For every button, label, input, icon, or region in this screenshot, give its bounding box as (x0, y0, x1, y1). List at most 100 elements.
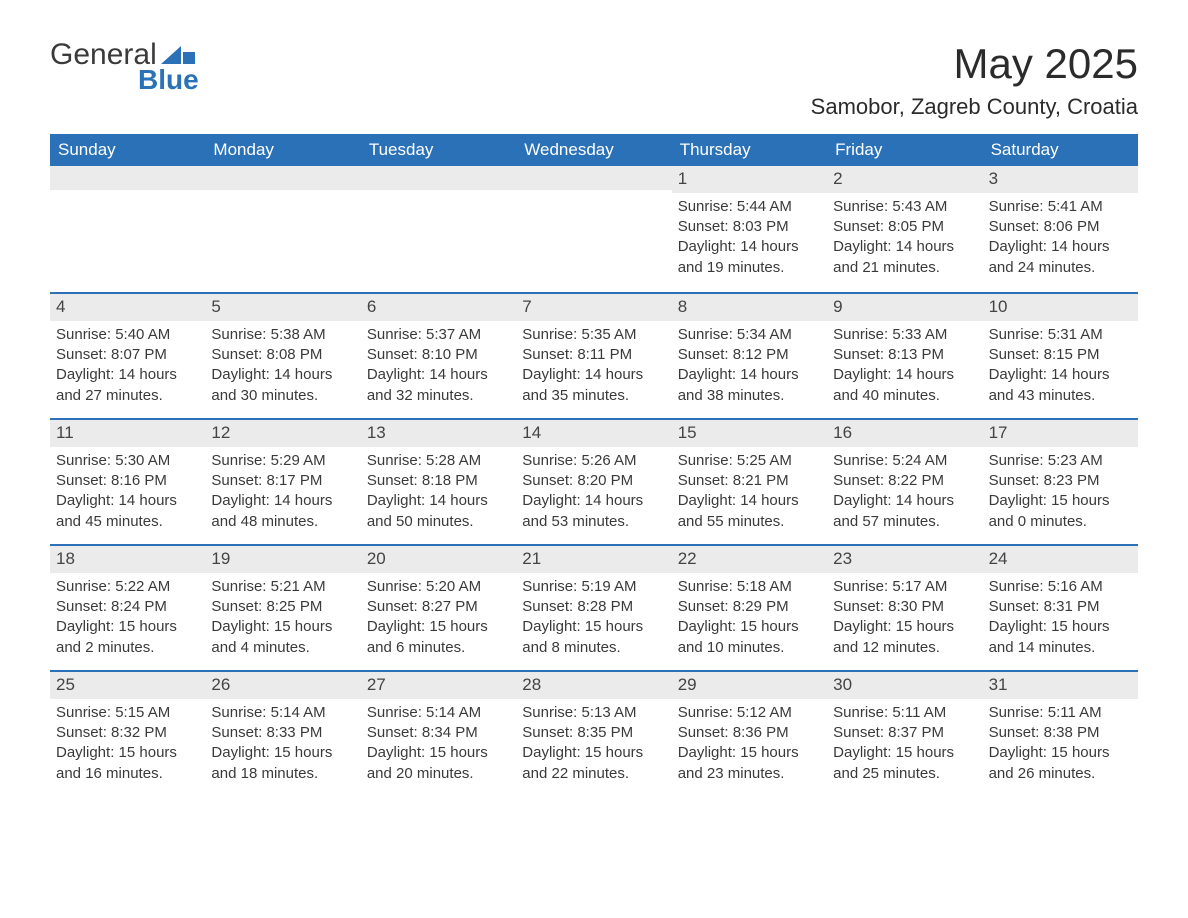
day-cell (50, 166, 205, 292)
daylight-line1: Daylight: 14 hours (56, 365, 199, 385)
day-body: Sunrise: 5:26 AMSunset: 8:20 PMDaylight:… (516, 447, 671, 542)
day-cell: 23Sunrise: 5:17 AMSunset: 8:30 PMDayligh… (827, 546, 982, 670)
sunset-text: Sunset: 8:07 PM (56, 345, 199, 365)
day-number: 12 (205, 420, 360, 447)
day-number: 29 (672, 672, 827, 699)
sunset-text: Sunset: 8:32 PM (56, 723, 199, 743)
day-number: 25 (50, 672, 205, 699)
day-body: Sunrise: 5:41 AMSunset: 8:06 PMDaylight:… (983, 193, 1138, 288)
day-body: Sunrise: 5:25 AMSunset: 8:21 PMDaylight:… (672, 447, 827, 542)
day-number: 11 (50, 420, 205, 447)
week-row: 11Sunrise: 5:30 AMSunset: 8:16 PMDayligh… (50, 418, 1138, 544)
sunset-text: Sunset: 8:17 PM (211, 471, 354, 491)
sunrise-text: Sunrise: 5:24 AM (833, 451, 976, 471)
day-number: 16 (827, 420, 982, 447)
day-number: 6 (361, 294, 516, 321)
sunset-text: Sunset: 8:03 PM (678, 217, 821, 237)
day-body: Sunrise: 5:15 AMSunset: 8:32 PMDaylight:… (50, 699, 205, 794)
sunset-text: Sunset: 8:18 PM (367, 471, 510, 491)
daylight-line2: and 30 minutes. (211, 386, 354, 406)
daylight-line1: Daylight: 15 hours (678, 743, 821, 763)
daylight-line1: Daylight: 15 hours (522, 617, 665, 637)
day-cell: 26Sunrise: 5:14 AMSunset: 8:33 PMDayligh… (205, 672, 360, 796)
sunrise-text: Sunrise: 5:18 AM (678, 577, 821, 597)
day-number: 8 (672, 294, 827, 321)
day-cell: 11Sunrise: 5:30 AMSunset: 8:16 PMDayligh… (50, 420, 205, 544)
day-body (361, 190, 516, 204)
day-number: 23 (827, 546, 982, 573)
day-number: 27 (361, 672, 516, 699)
daylight-line1: Daylight: 15 hours (56, 743, 199, 763)
logo: General Blue (50, 40, 199, 94)
daylight-line1: Daylight: 15 hours (522, 743, 665, 763)
day-body: Sunrise: 5:40 AMSunset: 8:07 PMDaylight:… (50, 321, 205, 416)
day-number: 26 (205, 672, 360, 699)
day-body (516, 190, 671, 204)
day-number: 31 (983, 672, 1138, 699)
daylight-line1: Daylight: 14 hours (989, 365, 1132, 385)
day-number (516, 166, 671, 190)
daylight-line2: and 21 minutes. (833, 258, 976, 278)
day-number: 9 (827, 294, 982, 321)
sunrise-text: Sunrise: 5:33 AM (833, 325, 976, 345)
week-row: 18Sunrise: 5:22 AMSunset: 8:24 PMDayligh… (50, 544, 1138, 670)
sunset-text: Sunset: 8:16 PM (56, 471, 199, 491)
daylight-line1: Daylight: 14 hours (833, 491, 976, 511)
day-body: Sunrise: 5:13 AMSunset: 8:35 PMDaylight:… (516, 699, 671, 794)
day-number (205, 166, 360, 190)
daylight-line2: and 35 minutes. (522, 386, 665, 406)
day-cell: 5Sunrise: 5:38 AMSunset: 8:08 PMDaylight… (205, 294, 360, 418)
dow-cell: Monday (205, 134, 360, 166)
dow-header-row: Sunday Monday Tuesday Wednesday Thursday… (50, 134, 1138, 166)
sunset-text: Sunset: 8:15 PM (989, 345, 1132, 365)
daylight-line2: and 2 minutes. (56, 638, 199, 658)
sunrise-text: Sunrise: 5:41 AM (989, 197, 1132, 217)
sunrise-text: Sunrise: 5:28 AM (367, 451, 510, 471)
sunset-text: Sunset: 8:28 PM (522, 597, 665, 617)
daylight-line2: and 25 minutes. (833, 764, 976, 784)
sunset-text: Sunset: 8:29 PM (678, 597, 821, 617)
day-body: Sunrise: 5:19 AMSunset: 8:28 PMDaylight:… (516, 573, 671, 668)
daylight-line1: Daylight: 14 hours (678, 491, 821, 511)
daylight-line1: Daylight: 14 hours (211, 491, 354, 511)
dow-cell: Thursday (672, 134, 827, 166)
day-number: 4 (50, 294, 205, 321)
daylight-line2: and 0 minutes. (989, 512, 1132, 532)
sunset-text: Sunset: 8:20 PM (522, 471, 665, 491)
daylight-line1: Daylight: 15 hours (833, 743, 976, 763)
day-cell: 15Sunrise: 5:25 AMSunset: 8:21 PMDayligh… (672, 420, 827, 544)
daylight-line2: and 27 minutes. (56, 386, 199, 406)
sunrise-text: Sunrise: 5:40 AM (56, 325, 199, 345)
sunrise-text: Sunrise: 5:43 AM (833, 197, 976, 217)
daylight-line2: and 23 minutes. (678, 764, 821, 784)
sunrise-text: Sunrise: 5:14 AM (211, 703, 354, 723)
day-cell: 8Sunrise: 5:34 AMSunset: 8:12 PMDaylight… (672, 294, 827, 418)
day-cell: 30Sunrise: 5:11 AMSunset: 8:37 PMDayligh… (827, 672, 982, 796)
sunrise-text: Sunrise: 5:23 AM (989, 451, 1132, 471)
day-cell: 22Sunrise: 5:18 AMSunset: 8:29 PMDayligh… (672, 546, 827, 670)
daylight-line1: Daylight: 15 hours (56, 617, 199, 637)
day-body: Sunrise: 5:22 AMSunset: 8:24 PMDaylight:… (50, 573, 205, 668)
daylight-line1: Daylight: 14 hours (367, 491, 510, 511)
sunset-text: Sunset: 8:34 PM (367, 723, 510, 743)
day-cell: 16Sunrise: 5:24 AMSunset: 8:22 PMDayligh… (827, 420, 982, 544)
day-number: 17 (983, 420, 1138, 447)
daylight-line2: and 40 minutes. (833, 386, 976, 406)
sunrise-text: Sunrise: 5:15 AM (56, 703, 199, 723)
day-cell: 1Sunrise: 5:44 AMSunset: 8:03 PMDaylight… (672, 166, 827, 292)
sunrise-text: Sunrise: 5:19 AM (522, 577, 665, 597)
daylight-line2: and 26 minutes. (989, 764, 1132, 784)
day-cell: 27Sunrise: 5:14 AMSunset: 8:34 PMDayligh… (361, 672, 516, 796)
daylight-line1: Daylight: 15 hours (678, 617, 821, 637)
day-cell: 7Sunrise: 5:35 AMSunset: 8:11 PMDaylight… (516, 294, 671, 418)
sunrise-text: Sunrise: 5:16 AM (989, 577, 1132, 597)
daylight-line2: and 57 minutes. (833, 512, 976, 532)
day-body: Sunrise: 5:28 AMSunset: 8:18 PMDaylight:… (361, 447, 516, 542)
day-cell: 14Sunrise: 5:26 AMSunset: 8:20 PMDayligh… (516, 420, 671, 544)
logo-text-blue: Blue (138, 66, 199, 94)
day-body: Sunrise: 5:30 AMSunset: 8:16 PMDaylight:… (50, 447, 205, 542)
sunrise-text: Sunrise: 5:11 AM (989, 703, 1132, 723)
daylight-line2: and 22 minutes. (522, 764, 665, 784)
daylight-line1: Daylight: 14 hours (678, 237, 821, 257)
day-body: Sunrise: 5:37 AMSunset: 8:10 PMDaylight:… (361, 321, 516, 416)
